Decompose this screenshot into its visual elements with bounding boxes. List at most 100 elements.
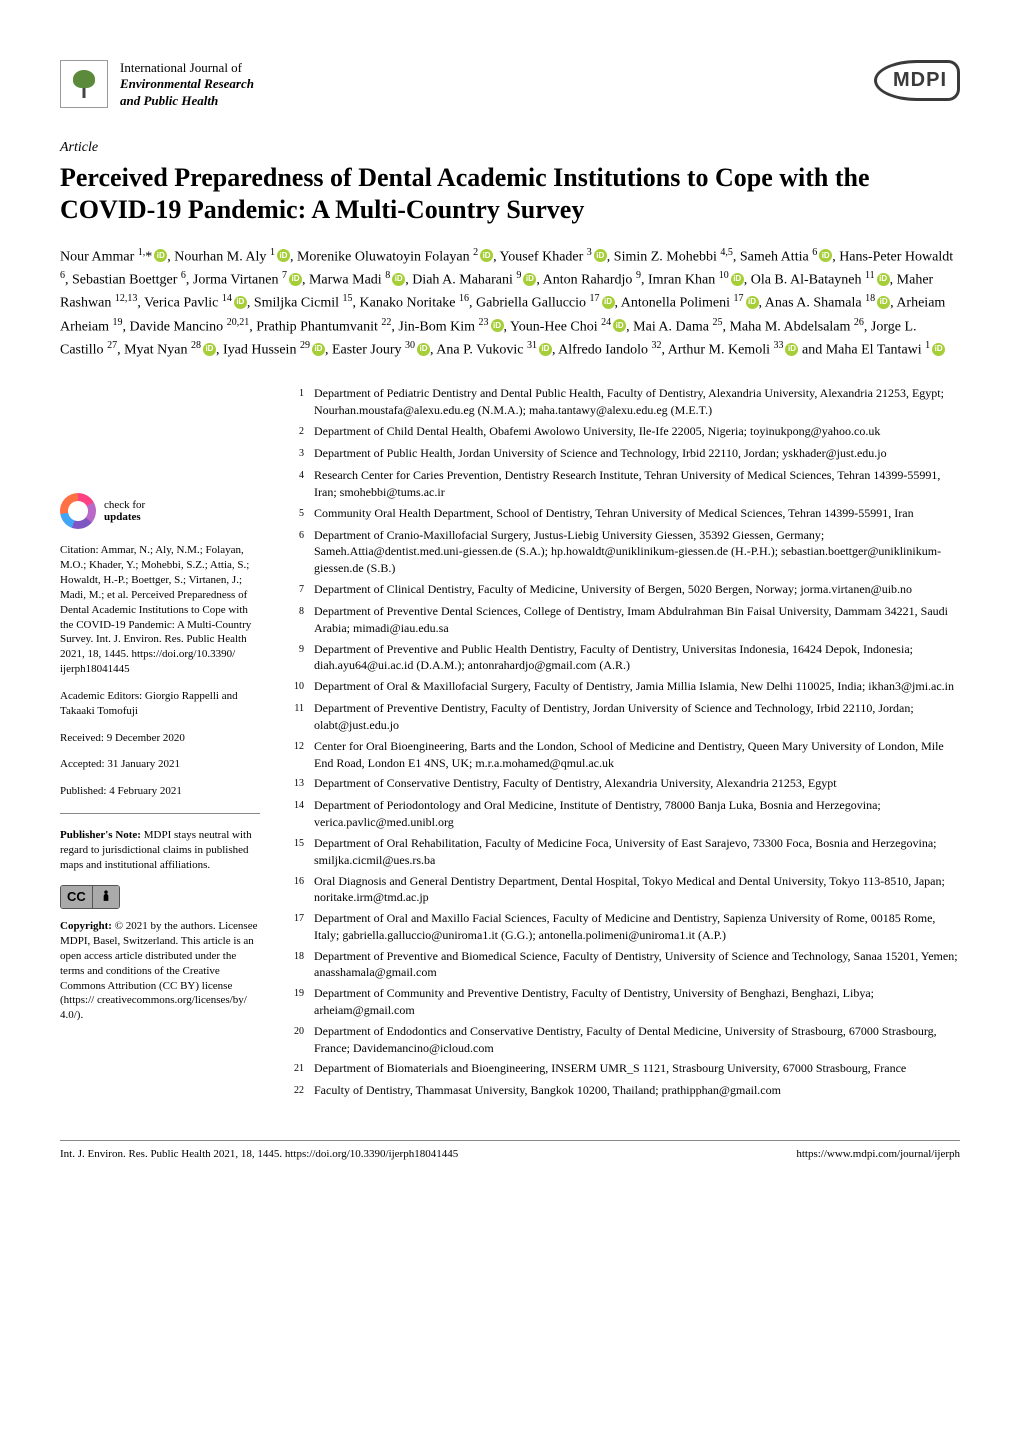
orcid-icon [491,319,504,332]
affiliation-number: 6 [288,527,304,577]
affiliation-number: 13 [288,775,304,793]
affiliation-number: 16 [288,873,304,907]
affiliation-item: 10 Department of Oral & Maxillofacial Sur… [288,678,960,696]
divider [60,813,260,814]
affiliation-text: Department of Preventive and Public Heal… [314,641,960,675]
orcid-icon [539,343,552,356]
affiliation-text: Department of Conservative Dentistry, Fa… [314,775,960,793]
orcid-icon [731,273,744,286]
affiliation-text: Faculty of Dentistry, Thammasat Universi… [314,1082,960,1100]
affiliation-item: 9Department of Preventive and Public Hea… [288,641,960,675]
affiliation-number: 12 [288,738,304,772]
journal-name-line1: International Journal of [120,60,242,75]
article-type: Article [60,139,960,158]
journal-logo-icon [60,60,108,108]
orcid-icon [392,273,405,286]
affiliation-text: Department of Pediatric Dentistry and De… [314,385,960,419]
affiliation-number: 17 [288,910,304,944]
affiliation-item: 5Community Oral Health Department, Schoo… [288,505,960,523]
affiliations-list: 1 Department of Pediatric Dentistry and D… [288,385,960,1104]
orcid-icon [594,249,607,262]
affiliation-item: 8 Department of Preventive Dental Science… [288,603,960,637]
affiliation-item: 4 Research Center for Caries Prevention, … [288,467,960,501]
affiliation-item: 3Department of Public Health, Jordan Uni… [288,445,960,463]
orcid-icon [819,249,832,262]
orcid-icon [523,273,536,286]
affiliation-item: 19Department of Community and Preventive… [288,985,960,1019]
check-for-updates-label: check for updates [104,499,145,523]
affiliation-text: Department of Preventive and Biomedical … [314,948,960,982]
orcid-icon [602,296,615,309]
author-list: Nour Ammar 1,*, Nourhan M. Aly 1, Moreni… [60,245,960,362]
affiliation-text: Department of Endodontics and Conservati… [314,1023,960,1057]
orcid-icon [613,319,626,332]
orcid-icon [289,273,302,286]
affiliation-text: Department of Preventive Dental Sciences… [314,603,960,637]
affiliation-item: 2Department of Child Dental Health, Obaf… [288,423,960,441]
affiliation-text: Center for Oral Bioengineering, Barts an… [314,738,960,772]
journal-name-line3: and Public Health [120,93,218,108]
citation-block: Citation: Ammar, N.; Aly, N.M.; Folayan,… [60,543,260,677]
article-title: Perceived Preparedness of Dental Academi… [60,162,960,227]
crossmark-icon [60,493,96,529]
orcid-icon [746,296,759,309]
date-published: Published: 4 February 2021 [60,784,260,799]
affiliation-text: Department of Oral and Maxillo Facial Sc… [314,910,960,944]
page-header: International Journal of Environmental R… [60,60,960,109]
journal-name-line2: Environmental Research [120,76,254,91]
affiliation-text: Department of Child Dental Health, Obafe… [314,423,960,441]
orcid-icon [277,249,290,262]
orcid-icon [877,296,890,309]
orcid-icon [154,249,167,262]
affiliation-text: Department of Oral & Maxillofacial Surge… [314,678,960,696]
orcid-icon [312,343,325,356]
orcid-icon [932,343,945,356]
footer-journal-url: https://www.mdpi.com/journal/ijerph [796,1147,960,1162]
affiliation-item: 16Oral Diagnosis and General Dentistry D… [288,873,960,907]
publisher-logo: MDPI [874,60,960,101]
affiliation-item: 17 Department of Oral and Maxillo Facial … [288,910,960,944]
footer-citation: Int. J. Environ. Res. Public Health 2021… [60,1147,458,1162]
affiliation-text: Department of Oral Rehabilitation, Facul… [314,835,960,869]
orcid-icon [203,343,216,356]
affiliation-item: 6Department of Cranio-Maxillofacial Surg… [288,527,960,577]
by-icon [92,886,119,909]
affiliation-text: Department of Clinical Dentistry, Facult… [314,581,960,599]
affiliation-number: 21 [288,1060,304,1078]
affiliation-item: 18 Department of Preventive and Biomedica… [288,948,960,982]
affiliation-item: 15 Department of Oral Rehabilitation, Fac… [288,835,960,869]
affiliation-item: 7 Department of Clinical Dentistry, Facul… [288,581,960,599]
sidebar: check for updates Citation: Ammar, N.; A… [60,385,260,1104]
affiliation-number: 7 [288,581,304,599]
affiliation-text: Department of Biomaterials and Bioengine… [314,1060,960,1078]
orcid-icon [417,343,430,356]
academic-editors: Academic Editors: Giorgio Rappelli and T… [60,689,260,719]
affiliation-item: 12 Center for Oral Bioengineering, Barts … [288,738,960,772]
affiliation-item: 21 Department of Biomaterials and Bioengi… [288,1060,960,1078]
orcid-icon [480,249,493,262]
orcid-icon [785,343,798,356]
affiliation-number: 10 [288,678,304,696]
affiliation-text: Department of Preventive Dentistry, Facu… [314,700,960,734]
affiliation-number: 11 [288,700,304,734]
publishers-note: Publisher's Note: Publisher's Note: MDPI… [60,828,260,873]
affiliation-number: 18 [288,948,304,982]
affiliation-item: 1 Department of Pediatric Dentistry and D… [288,385,960,419]
affiliation-number: 8 [288,603,304,637]
affiliation-number: 4 [288,467,304,501]
journal-name: International Journal of Environmental R… [120,60,254,109]
affiliation-text: Research Center for Caries Prevention, D… [314,467,960,501]
date-received: Received: 9 December 2020 [60,731,260,746]
affiliation-number: 19 [288,985,304,1019]
cc-icon: CC [61,886,92,909]
affiliation-number: 22 [288,1082,304,1100]
affiliation-text: Department of Cranio-Maxillofacial Surge… [314,527,960,577]
affiliation-number: 1 [288,385,304,419]
check-for-updates[interactable]: check for updates [60,493,260,529]
journal-brand: International Journal of Environmental R… [60,60,254,109]
affiliation-item: 13 Department of Conservative Dentistry, … [288,775,960,793]
orcid-icon [234,296,247,309]
cc-license-badge: CC [60,885,260,910]
affiliation-number: 15 [288,835,304,869]
affiliation-item: 20Department of Endodontics and Conserva… [288,1023,960,1057]
